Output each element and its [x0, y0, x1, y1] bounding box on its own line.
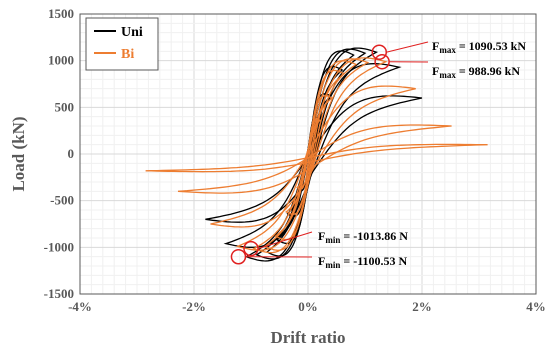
- axis-ticks: -4% -2% 0% 2% 4% -1500 -1000 -500 0 500 1000 1500: [44, 6, 546, 314]
- hysteresis-loop: [223, 63, 402, 248]
- annotation-label: Fmin = -1100.53 N: [318, 254, 408, 270]
- y-tick-label: -1000: [44, 239, 74, 254]
- hysteresis-loop: [205, 95, 423, 223]
- hysteresis-loop: [263, 60, 358, 251]
- y-axis-title: Load (kN): [9, 116, 28, 191]
- hysteresis-curves: [145, 47, 488, 262]
- annotation-label: Fmax = 1090.53 kN: [432, 39, 526, 55]
- hysteresis-loop: [255, 48, 367, 260]
- plot-border: [79, 13, 537, 295]
- x-axis-title: Drift ratio: [270, 328, 345, 347]
- annotation-label: Fmin = -1013.86 N: [318, 229, 408, 245]
- y-tick-label: 500: [55, 99, 75, 114]
- x-tick-label: 2%: [412, 299, 432, 314]
- annotation-arrow: [257, 231, 313, 250]
- hysteresis-loop: [177, 124, 452, 194]
- annotation-label: Fmax = 988.96 kN: [432, 64, 520, 80]
- x-tick-label: -4%: [68, 299, 92, 314]
- series-bi: [145, 57, 488, 254]
- legend-label: Uni: [121, 25, 143, 40]
- legend: Uni Bi: [85, 17, 159, 71]
- peak-annotations: Fmax = 1090.53 kN Fmax = 988.96 kN Fmin = …: [230, 39, 526, 270]
- annotation-arrow: [386, 41, 429, 53]
- x-tick-label: 0%: [298, 299, 318, 314]
- hysteresis-loop: [210, 85, 416, 228]
- plot-frame: [79, 13, 537, 295]
- y-tick-label: 1000: [48, 53, 74, 68]
- x-tick-label: 4%: [526, 299, 546, 314]
- y-tick-label: -500: [50, 193, 74, 208]
- legend-label: Bi: [121, 47, 134, 62]
- legend-box: [85, 17, 159, 71]
- hysteresis-loop: [235, 57, 388, 251]
- y-tick-label: 1500: [48, 6, 74, 21]
- hysteresis-loop: [252, 58, 370, 254]
- y-tick-label: 0: [68, 146, 75, 161]
- x-tick-label: -2%: [182, 299, 206, 314]
- y-tick-label: -1500: [44, 286, 74, 301]
- hysteresis-loop: [145, 143, 488, 173]
